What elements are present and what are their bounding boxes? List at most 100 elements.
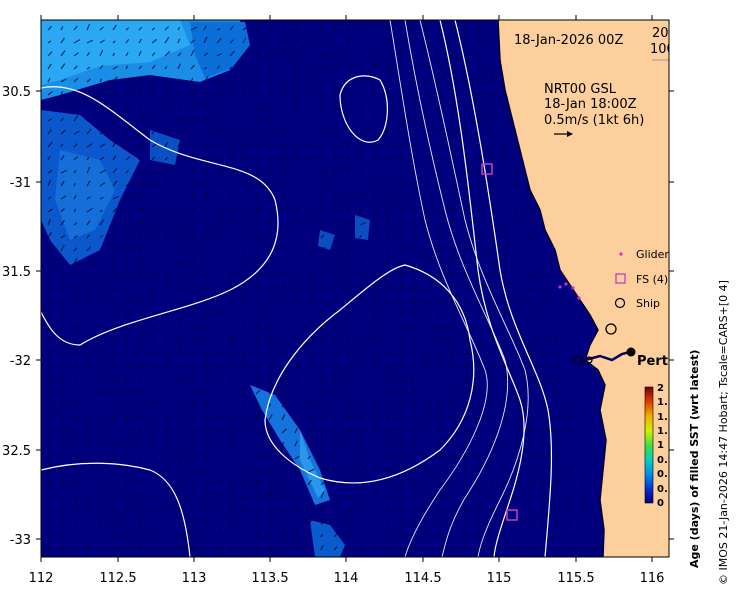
- current-vector: [229, 336, 234, 343]
- current-vector: [73, 52, 79, 57]
- colorbar-tick: 2: [657, 383, 664, 394]
- current-vector: [125, 376, 129, 382]
- current-vector: [60, 26, 64, 31]
- current-vector: [359, 246, 363, 252]
- current-vector: [73, 520, 78, 525]
- current-vector: [437, 546, 445, 551]
- current-vector: [151, 311, 158, 317]
- current-product-label: NRT00 GSL: [544, 82, 617, 97]
- current-vector: [216, 480, 222, 486]
- current-vector: [515, 545, 521, 551]
- current-vector: [268, 468, 275, 473]
- current-vector: [489, 312, 496, 317]
- current-vector: [528, 350, 536, 356]
- current-vector: [528, 195, 532, 200]
- current-vector: [255, 467, 261, 473]
- current-vector: [151, 64, 156, 70]
- current-vector: [47, 286, 51, 291]
- current-vector: [346, 299, 351, 304]
- current-vector: [99, 156, 105, 161]
- current-vector: [268, 518, 273, 525]
- current-vector: [320, 441, 326, 447]
- current-vector: [346, 547, 352, 551]
- fs-marker-2[interactable]: [506, 509, 518, 521]
- current-vector: [346, 117, 350, 122]
- current-vector: [320, 336, 324, 343]
- current-vector: [229, 153, 235, 161]
- current-vector: [242, 297, 248, 304]
- current-vector: [216, 349, 222, 356]
- current-vector: [112, 52, 115, 57]
- current-vector: [112, 245, 117, 252]
- current-vector: [203, 546, 207, 551]
- current-vector: [515, 182, 522, 187]
- current-vector: [229, 234, 232, 239]
- current-vector: [203, 455, 210, 460]
- scale-arrow: [554, 131, 573, 137]
- current-vector: [190, 507, 193, 512]
- current-vector: [151, 104, 156, 109]
- current-vector: [424, 196, 430, 200]
- current-vector: [99, 143, 106, 148]
- current-vector: [242, 429, 246, 434]
- current-vector: [86, 520, 92, 525]
- current-vector: [489, 104, 493, 109]
- current-vector: [281, 262, 286, 265]
- current-vector: [112, 155, 117, 161]
- current-vector: [190, 442, 197, 447]
- current-vector: [294, 455, 300, 460]
- current-vector: [151, 234, 158, 239]
- current-vector: [320, 413, 325, 421]
- current-vector: [203, 362, 207, 369]
- current-vector: [216, 258, 221, 265]
- current-vector: [242, 27, 247, 31]
- current-vector: [151, 508, 156, 512]
- current-vector: [346, 90, 350, 96]
- current-vector: [463, 286, 467, 291]
- current-vector: [190, 248, 195, 252]
- current-vector: [411, 262, 416, 265]
- current-vector: [528, 221, 533, 226]
- current-vector: [320, 103, 325, 109]
- current-vector: [307, 128, 312, 135]
- current-vector: [242, 154, 249, 161]
- current-vector: [437, 453, 443, 460]
- current-vector: [359, 508, 365, 512]
- current-vector: [398, 493, 402, 499]
- current-vector: [463, 103, 469, 109]
- ship-markers[interactable]: [573, 323, 617, 365]
- current-vector: [73, 391, 78, 395]
- current-vector: [320, 183, 325, 187]
- current-vector: [385, 363, 391, 369]
- current-vector: [73, 378, 78, 382]
- current-vector: [489, 182, 496, 187]
- current-vector: [515, 365, 521, 369]
- current-vector: [294, 24, 299, 31]
- current-vector: [268, 261, 272, 265]
- glider-markers[interactable]: [558, 282, 581, 300]
- current-vector: [242, 521, 247, 525]
- current-vector: [47, 129, 52, 135]
- current-vector: [47, 91, 53, 96]
- current-vector: [281, 546, 286, 551]
- current-vector: [385, 38, 390, 44]
- current-vector: [190, 130, 194, 135]
- current-vector: [294, 90, 298, 96]
- current-vector: [333, 520, 339, 525]
- current-vector: [528, 521, 533, 525]
- current-vector: [346, 52, 353, 57]
- current-vector: [190, 273, 196, 278]
- current-vector: [515, 259, 521, 265]
- current-vector: [359, 77, 363, 83]
- current-vector: [450, 140, 455, 148]
- current-vector: [411, 388, 417, 395]
- current-vector: [541, 325, 548, 330]
- current-vector: [307, 339, 312, 343]
- current-vector: [99, 441, 106, 447]
- current-vector: [450, 495, 455, 499]
- current-vector: [203, 25, 207, 31]
- y-tick-label: -33: [10, 533, 31, 548]
- fs-marker-1[interactable]: [481, 163, 493, 175]
- current-vector: [60, 37, 65, 44]
- current-vector: [242, 506, 249, 512]
